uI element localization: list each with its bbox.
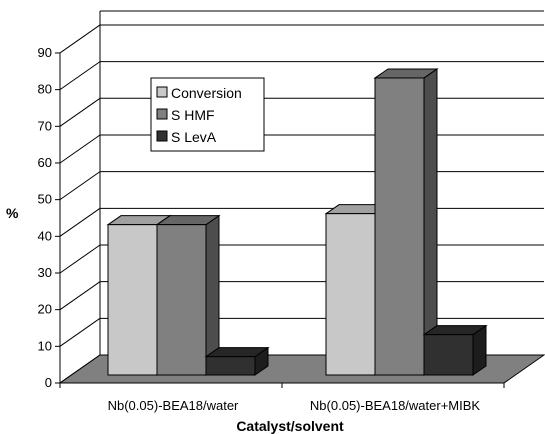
bar-s-hmf (155, 214, 221, 376)
y-tick-label: 80 (38, 82, 52, 97)
x-axis-title: Catalyst/solvent (236, 418, 344, 434)
chart-walls (59, 10, 101, 384)
bar-front (423, 334, 474, 376)
y-tick-label: 50 (38, 192, 52, 207)
side-wall-edge (59, 10, 101, 384)
bar-s-hmf (373, 68, 439, 376)
legend-label: S LevA (171, 129, 217, 145)
y-tick-label: 70 (38, 118, 52, 133)
bar-front (107, 224, 158, 376)
bar-s-leva (204, 346, 270, 376)
y-tick-label: 20 (38, 302, 52, 317)
y-tick-label: 10 (38, 338, 52, 353)
x-category-label: Nb(0.05)-BEA18/water+MIBK (310, 398, 480, 413)
gridline-side-70 (59, 97, 101, 127)
bar-front (205, 356, 256, 376)
legend-swatch (156, 130, 168, 142)
gridline-side-50 (59, 171, 101, 201)
legend-label: S HMF (171, 107, 215, 123)
y-tick-label: 60 (38, 155, 52, 170)
bars (106, 68, 488, 376)
x-category-labels: Nb(0.05)-BEA18/water Nb(0.05)-BEA18/water… (108, 398, 481, 413)
y-tick-label: 0 (45, 375, 52, 390)
bar-s-leva (422, 324, 488, 376)
bar-front (374, 77, 425, 376)
gridline-side-40 (59, 207, 101, 237)
x-category-label: Nb(0.05)-BEA18/water (108, 398, 239, 413)
legend-swatch (156, 86, 168, 98)
gridline-side-20 (59, 281, 101, 311)
legend-box (150, 77, 265, 152)
legend-label: Conversion (171, 85, 242, 101)
gridline-side-80 (59, 61, 101, 91)
gridline-side-60 (59, 134, 101, 164)
y-axis-title: % (6, 205, 19, 221)
legend: Conversion S HMF S LevA (150, 77, 265, 152)
y-tick-labels: 0 10 20 30 40 50 60 70 80 90 (38, 45, 52, 390)
y-tick-label: 40 (38, 228, 52, 243)
y-tick-label: 30 (38, 265, 52, 280)
y-tick-label: 90 (38, 45, 52, 60)
gridline-side-90 (59, 24, 101, 54)
legend-swatch (156, 108, 168, 120)
bar-conversion (324, 203, 390, 376)
bar-front (156, 224, 207, 376)
gridline-side-30 (59, 244, 101, 274)
gridline-side-10 (59, 317, 101, 347)
bar-front (325, 213, 376, 376)
